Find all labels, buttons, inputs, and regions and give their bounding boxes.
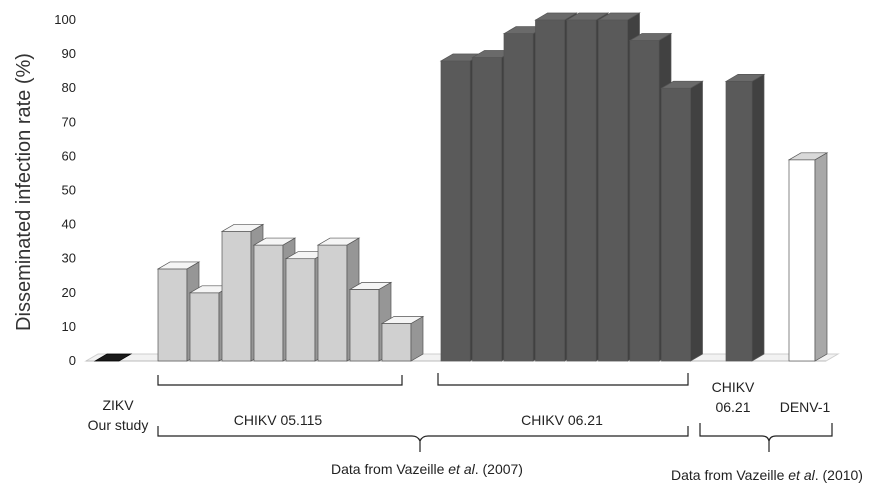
bar-front [472, 57, 502, 362]
label-denv-1: DENV-1 [780, 399, 831, 415]
label-0621-2010: 06.21 [715, 399, 750, 415]
bar-top [156, 261, 201, 270]
bar-side [410, 315, 424, 362]
bar-front [629, 40, 660, 362]
bar [724, 73, 766, 362]
y-tick-label: 50 [62, 183, 76, 198]
y-tick-label: 30 [62, 251, 76, 266]
bar-front [317, 244, 348, 362]
label-chikv-0621: CHIKV 06.21 [521, 412, 603, 428]
bar-top [724, 74, 766, 82]
bar-front [535, 19, 565, 362]
brace-chikv-0621 [437, 373, 689, 386]
bar-front [285, 258, 316, 362]
y-tick-label: 90 [62, 46, 76, 61]
bar-side [690, 80, 703, 362]
brace-2007 [157, 426, 689, 452]
y-tick-label: 10 [62, 319, 76, 334]
brace-2010 [699, 423, 833, 452]
bar-zero [93, 353, 133, 362]
bar [660, 80, 704, 362]
y-tick-label: 40 [62, 217, 76, 232]
label-chikv-05115: CHIKV 05.115 [234, 412, 323, 428]
bar-side [751, 73, 765, 362]
bar-top [220, 224, 265, 232]
y-axis-label: Disseminated infection rate (%) [13, 53, 35, 331]
y-tick-label: 20 [62, 285, 76, 300]
label-zikv: ZIKV [102, 397, 134, 413]
braces [157, 373, 833, 452]
bar-top [597, 12, 641, 21]
bar-front [253, 244, 284, 362]
y-tick-label: 60 [62, 148, 76, 163]
brace-chikv-05115 [157, 375, 403, 386]
y-ticks: 0 10 20 30 40 50 60 70 80 90 100 [54, 12, 76, 368]
bar-top [628, 33, 673, 41]
label-chikv-2010: CHIKV [712, 379, 755, 395]
bar-side [814, 152, 828, 362]
bar [787, 152, 829, 362]
bar-top [660, 80, 704, 89]
bar-front [157, 268, 188, 362]
bar [380, 315, 425, 362]
bar-front [189, 292, 220, 362]
bar-front [349, 289, 380, 362]
y-tick-label: 70 [62, 114, 76, 129]
y-tick-label: 80 [62, 80, 76, 95]
bar-top [787, 152, 829, 161]
source-2010: Data from Vazeille et al. (2010) [671, 467, 863, 483]
bar-top [348, 282, 393, 290]
bars [93, 12, 829, 362]
bar-front [661, 87, 691, 362]
bar-front [598, 19, 628, 362]
bar-top [252, 237, 297, 246]
bar [93, 353, 133, 362]
label-our-study: Our study [88, 417, 149, 433]
bar-front [381, 323, 412, 362]
bar-top [316, 237, 361, 246]
bar-front [788, 159, 816, 362]
bar-front [503, 33, 534, 362]
bar-front [440, 60, 471, 362]
bar-front [566, 19, 597, 362]
bar-front [725, 81, 753, 362]
y-tick-label: 100 [54, 12, 76, 27]
bar-front [221, 231, 252, 362]
bar-top [534, 12, 578, 21]
y-tick-label: 0 [69, 353, 76, 368]
bar-top [565, 12, 610, 21]
bar-top [380, 316, 425, 324]
source-2007: Data from Vazeille et al. (2007) [331, 461, 523, 477]
